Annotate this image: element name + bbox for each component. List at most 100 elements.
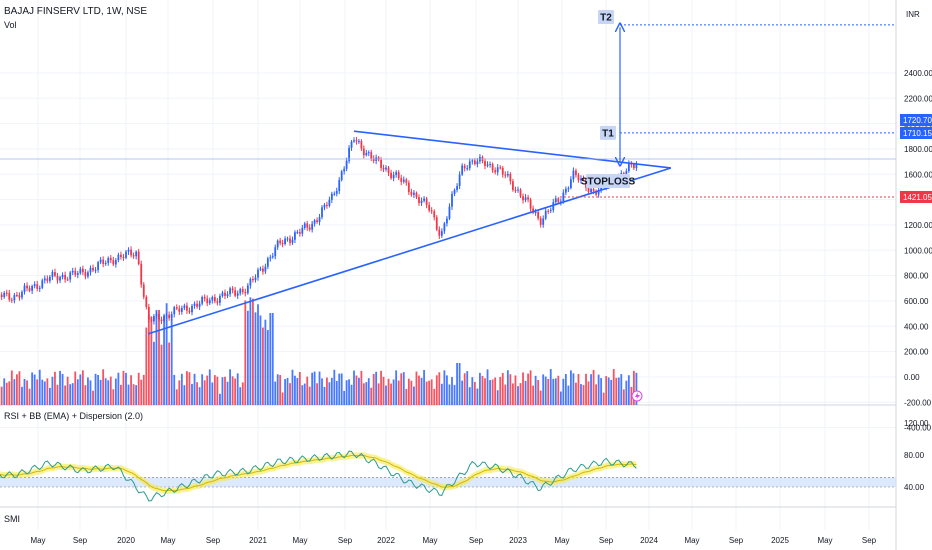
candle-body [122,256,125,258]
volume-bars [0,297,638,405]
volume-bar [246,310,249,405]
volume-bar [193,373,196,405]
candle-body [549,209,552,211]
volume-bar [122,370,125,405]
volume-bar [201,374,204,405]
rsi-line [0,450,637,502]
volume-bar [466,371,469,405]
volume-bar [600,378,603,405]
volume-bar [353,370,355,405]
volume-bar [224,376,226,405]
volume-bar [451,377,453,405]
target-t1-box [600,125,616,140]
candle-body [104,262,107,264]
volume-bar [458,363,461,405]
candle-body [125,251,127,258]
volume-bar [155,310,158,405]
volume-bar [84,385,87,405]
volume-bar [269,313,272,405]
volume-bar [519,383,522,405]
volume-bar [114,378,117,405]
candle-body [420,200,423,204]
candle-body [284,238,286,244]
candle-body [203,297,206,299]
grid-lines [0,0,897,550]
volume-bar [471,377,474,405]
volume-bar [79,374,82,405]
candle-body [311,223,314,230]
time-tick-label: May [684,536,699,545]
price-tick-label: 2200.00 [904,94,932,103]
candle-body [501,167,504,175]
candle-body [231,288,234,291]
candle-body [514,189,517,191]
time-axis[interactable]: May Sep 2020 May Sep 2021 May Sep 2022 May Sep 2023… [30,536,876,545]
volume-bar [514,375,517,405]
candle-body [112,260,115,265]
candle-body [350,141,353,148]
volume-bar [397,380,400,405]
volume-label: Vol [4,20,17,30]
candle-body [221,292,224,296]
candle-body [266,258,269,267]
volume-bar [284,379,286,405]
volume-bar [92,390,94,405]
volume-bar [355,375,358,405]
candle-body [219,295,221,303]
volume-bar [509,374,512,405]
volume-bar [428,380,431,405]
volume-bar [400,373,403,405]
volume-bar [69,384,72,405]
volume-bar [257,304,259,405]
candle-body [102,259,105,264]
candle-body [418,197,420,204]
candle-body [196,303,198,307]
candle-body [522,196,524,201]
rsi-indicator-label[interactable]: RSI + BB (EMA) + Dispersion (2.0) [4,411,144,421]
candle-body [87,272,89,277]
candle-body [486,164,489,166]
candle-body [519,189,522,197]
volume-bar [296,378,299,405]
volume-bar [423,369,425,405]
candle-body [271,256,274,258]
candle-body [135,251,138,257]
candle-body [254,277,257,281]
candle-body [188,310,191,313]
price-tag-label: 1421.05 [903,193,932,202]
volume-bar [527,373,529,405]
volume-bar [196,382,198,405]
volume-bar [350,384,353,405]
target-t2-box [598,10,614,24]
price-axis[interactable]: 2400.002200.002000.001800.001600.001400.… [900,10,932,492]
candle-body [504,174,507,176]
volume-bar [132,384,135,405]
stoploss-box [586,174,630,188]
volume-bar [208,369,211,405]
candle-body [274,247,277,257]
volume-bar [410,380,413,405]
candle-body [446,218,448,224]
candle-body [390,172,392,179]
time-tick-label: 2021 [249,536,267,545]
candle-body [99,259,102,263]
candle-body [321,207,323,218]
volume-bar [127,384,130,405]
trendline-lower [147,167,672,335]
smi-indicator-label[interactable]: SMI [4,514,21,524]
candle-body [370,152,373,159]
candle-body [355,140,358,142]
candle-body [224,292,226,296]
volume-bar [405,388,408,405]
candle-body [435,217,438,230]
volume-bar [348,379,350,405]
candle-body [343,168,346,172]
candle-body [298,232,301,234]
volume-bar [112,389,115,405]
price-tick-label: 400.00 [904,322,929,331]
volume-bar [506,370,509,405]
candle-body [158,313,160,320]
volume-bar [31,372,34,405]
volume-bar [524,380,527,405]
candle-body [400,178,403,182]
